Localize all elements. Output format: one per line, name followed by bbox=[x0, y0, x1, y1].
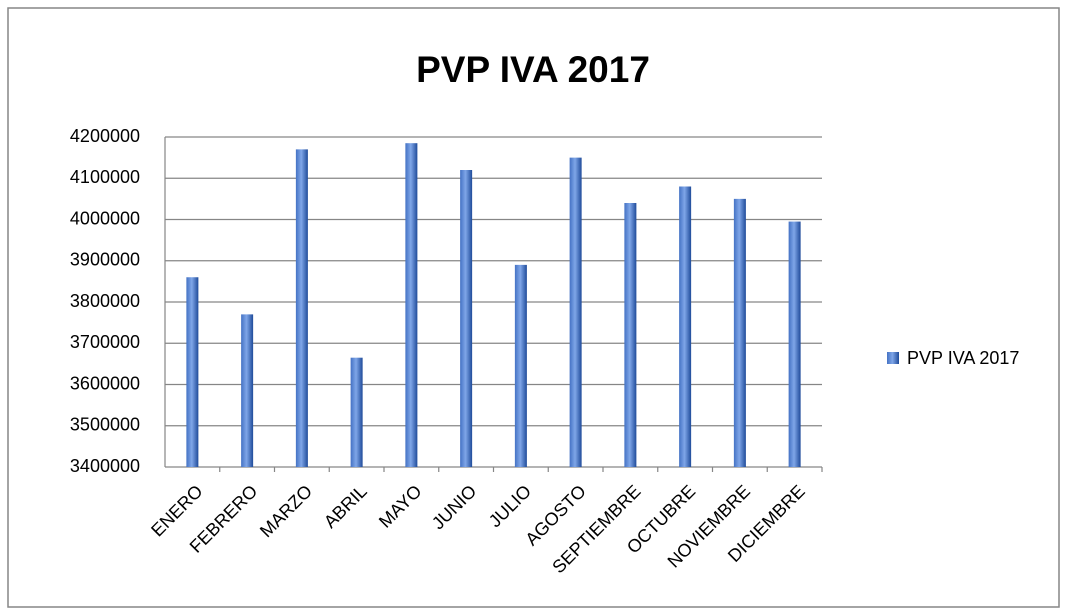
bar bbox=[295, 149, 308, 467]
bar bbox=[241, 314, 254, 467]
y-tick-label: 3900000 bbox=[70, 250, 140, 270]
bar bbox=[460, 170, 473, 467]
chart-title: PVP IVA 2017 bbox=[416, 49, 650, 90]
bar bbox=[186, 277, 199, 467]
y-tick-label: 4100000 bbox=[70, 167, 140, 187]
y-tick-label: 3500000 bbox=[70, 415, 140, 435]
bar bbox=[624, 203, 637, 467]
bar bbox=[733, 198, 746, 467]
bar bbox=[350, 357, 363, 467]
y-tick-label: 3600000 bbox=[70, 373, 140, 393]
bar bbox=[788, 221, 801, 467]
bar bbox=[679, 186, 692, 467]
bar bbox=[569, 157, 582, 467]
y-tick-label: 4200000 bbox=[70, 126, 140, 146]
bar bbox=[405, 143, 418, 467]
legend-swatch bbox=[887, 352, 899, 364]
y-tick-label: 3700000 bbox=[70, 332, 140, 352]
bar bbox=[514, 264, 527, 467]
chart-border bbox=[7, 7, 1060, 608]
y-tick-label: 4000000 bbox=[70, 208, 140, 228]
legend-label: PVP IVA 2017 bbox=[907, 348, 1019, 368]
y-tick-label: 3800000 bbox=[70, 291, 140, 311]
y-tick-label: 3400000 bbox=[70, 456, 140, 476]
